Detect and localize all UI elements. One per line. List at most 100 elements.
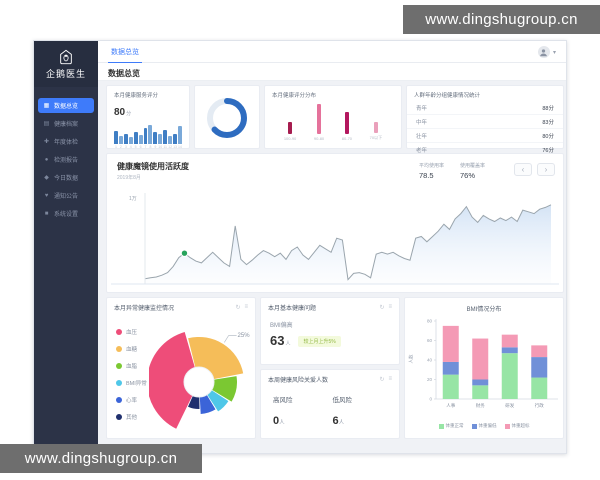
mini-bar-chart	[114, 122, 182, 144]
sidebar-item-检测报告[interactable]: ● 检测报告	[38, 152, 94, 167]
card-age-group-health: 人群年龄分组健康情况统计 青年 88分 中年 83分 壮年 80分 老年 76分	[406, 85, 564, 154]
card-abnormal-monitoring: 本月异常健康监控情况 ↻ ≡ 血压 血糖 血脂 BMI异常 心率 其他 25%	[106, 297, 256, 439]
risk-value: 6人	[333, 411, 353, 429]
distribution-bar-group: 100-90	[284, 103, 296, 141]
refresh-icon[interactable]: ↻	[235, 305, 241, 311]
refresh-icon[interactable]: ↻	[379, 305, 385, 311]
score-distribution-chart: 100-90 90-80 80-70 70以下	[275, 103, 391, 141]
risk-label: 高风险	[273, 397, 293, 404]
sidebar-item-label: 检测报告	[54, 158, 79, 164]
chart-pagination: ‹ ›	[514, 163, 555, 176]
mini-bar	[118, 136, 123, 144]
card-title: BMI情况分布	[466, 307, 502, 313]
legend-item-BMI异常[interactable]: BMI异常	[116, 379, 147, 387]
mini-bar-label: 11	[163, 145, 167, 149]
mini-bar	[153, 131, 158, 144]
notice-icon: ♥	[44, 192, 49, 199]
activity-stats: 平均使用率 78.5 使用覆盖率 76%	[419, 162, 485, 180]
next-button[interactable]: ›	[537, 163, 555, 176]
risk-number: 6	[332, 415, 339, 427]
legend-item-血脂[interactable]: 血脂	[116, 362, 147, 370]
mini-bar	[123, 134, 128, 144]
sidebar-item-系统设置[interactable]: ■ 系统设置	[38, 206, 94, 221]
prev-button[interactable]: ‹	[514, 163, 532, 176]
legend-dot	[116, 380, 122, 386]
legend-label: 心率	[126, 398, 138, 404]
stat-label: 使用覆盖率	[459, 163, 485, 169]
trend-badge: 较上月上升5%	[298, 335, 341, 347]
age-group-value: 80分	[542, 133, 554, 140]
mini-bar-label: 9	[154, 145, 157, 149]
legend-label: 其他	[126, 415, 138, 421]
risk-number: 0	[273, 415, 280, 427]
legend-label: 体重超标	[511, 423, 530, 428]
avatar-icon	[537, 46, 550, 58]
page-title: 数据总览	[108, 69, 140, 78]
mini-bar	[133, 131, 138, 144]
menu-icon[interactable]: ≡	[388, 304, 392, 310]
pie-legend: 血压血糖血脂 BMI异常心率其他	[116, 328, 147, 430]
card-title: 本月健康服务评分	[114, 93, 159, 99]
legend-item-体重偏低[interactable]: 体重偏低	[471, 423, 497, 429]
donut-chart	[207, 98, 247, 138]
age-group-label: 老年	[416, 147, 428, 154]
sidebar-item-通知公告[interactable]: ♥ 通知公告	[38, 188, 94, 203]
legend-label: 血压	[126, 330, 138, 336]
refresh-icon[interactable]: ↻	[379, 377, 385, 383]
svg-text:40: 40	[427, 358, 433, 363]
report-icon: ●	[44, 156, 49, 163]
stat-label: 平均使用率	[418, 163, 444, 169]
legend-dot	[116, 346, 122, 352]
menu-icon[interactable]: ≡	[388, 376, 392, 382]
legend-dot	[116, 397, 122, 403]
card-title: 本月基本健康问题	[268, 306, 317, 312]
svg-text:研发: 研发	[505, 402, 514, 409]
mini-bar-label: 13	[173, 145, 177, 149]
mini-bar-label: 14	[177, 145, 182, 149]
distribution-bar	[288, 121, 293, 134]
watermark-top: www.dingshugroup.cn	[403, 5, 600, 34]
dashboard-content: 本月健康服务评分 80分 1 2 3 4 5 6 7 8 9 10 11 12 13 14 本月健康评分分…	[98, 81, 566, 453]
activity-stat: 平均使用率 78.5	[419, 162, 444, 180]
abnormal-rose-chart: 25%	[149, 332, 250, 429]
sidebar-item-label: 系统设置	[54, 212, 79, 218]
sidebar-item-数据总览[interactable]: ▦ 数据总览	[38, 98, 94, 113]
age-group-list: 青年 88分 中年 83分 壮年 80分 老年 76分	[407, 101, 563, 156]
legend-item-体重正常[interactable]: 体重正常	[438, 423, 464, 429]
risk-unit: 人	[279, 420, 285, 426]
legend-label: 体重正常	[445, 423, 464, 428]
user-menu[interactable]: ▾	[537, 46, 556, 58]
svg-text:人事: 人事	[446, 402, 455, 409]
legend-item-其他[interactable]: 其他	[116, 413, 147, 421]
legend-item-体重超标[interactable]: 体重超标	[504, 423, 530, 429]
sidebar: 企鹅医生 ▦ 数据总览 ▤ 健康档案 ✚ 年度体检 ● 检测报告 ◆ 今日数据 ♥ 通知公告 ■ 系统设置	[34, 41, 98, 453]
legend-dot	[116, 363, 122, 369]
legend-item-血压[interactable]: 血压	[116, 328, 147, 336]
metric-value: 80分	[107, 99, 189, 120]
distribution-bar-group: 90-80	[314, 103, 324, 141]
tab-data-overview[interactable]: 数据总览	[108, 43, 142, 64]
mini-bar	[138, 135, 143, 144]
sidebar-item-今日数据[interactable]: ◆ 今日数据	[38, 170, 94, 185]
sidebar-item-健康档案[interactable]: ▤ 健康档案	[38, 116, 94, 131]
legend-dot	[116, 414, 122, 420]
mini-bar	[143, 127, 148, 144]
mini-bar-label: 4	[129, 145, 132, 149]
sidebar-item-年度体检[interactable]: ✚ 年度体检	[38, 134, 94, 149]
menu-icon[interactable]: ≡	[244, 304, 248, 310]
bmi-stacked-bar-chart: 0 20 40 60 80 人事 财务 研发 行政	[427, 319, 558, 409]
app-logo: 企鹅医生	[34, 41, 98, 87]
card-title: 健康魔镜使用活跃度	[117, 162, 189, 171]
distribution-bar-group: 80-70	[342, 103, 352, 141]
score-value: 80	[114, 107, 126, 118]
legend-item-血糖[interactable]: 血糖	[116, 345, 147, 353]
risk-value: 0人	[273, 411, 293, 429]
app-window: 企鹅医生 ▦ 数据总览 ▤ 健康档案 ✚ 年度体检 ● 检测报告 ◆ 今日数据 ♥ 通知公告 ■ 系统设置…	[33, 40, 567, 454]
app-logo-text: 企鹅医生	[45, 68, 86, 79]
legend-item-心率[interactable]: 心率	[116, 396, 147, 404]
mini-bar	[128, 137, 133, 144]
mini-bar	[177, 126, 182, 144]
mini-bar	[173, 134, 177, 144]
mini-bar	[158, 134, 163, 144]
risk-unit: 人	[338, 420, 345, 426]
